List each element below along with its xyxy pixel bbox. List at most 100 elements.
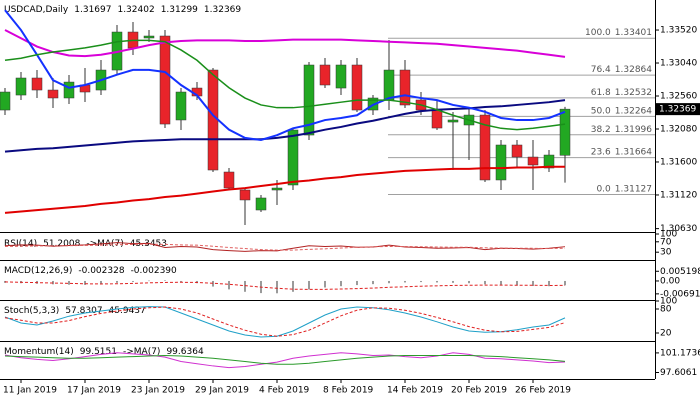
x-tick-label: 14 Feb 2019 bbox=[387, 386, 443, 396]
fib-label: 38.2 1.31996 bbox=[591, 124, 653, 134]
macd-bar bbox=[372, 280, 374, 285]
candle-body bbox=[0, 91, 11, 111]
candle-body bbox=[319, 64, 331, 86]
macd-bar bbox=[452, 280, 454, 283]
ohlc-readout: 1.31697 bbox=[74, 5, 111, 15]
macd-bar bbox=[244, 280, 246, 292]
candle-body bbox=[207, 69, 219, 171]
x-tick-label: 17 Jan 2019 bbox=[67, 386, 121, 396]
x-tick-label: 26 Feb 2019 bbox=[515, 386, 571, 396]
candle-body bbox=[287, 129, 299, 186]
candle-body bbox=[495, 144, 507, 181]
candle-body bbox=[31, 77, 43, 91]
panel-title: MACD(12,26,9) -0.002328 -0.002390 bbox=[4, 266, 177, 276]
macd-bar bbox=[484, 280, 486, 285]
ohlc-readout: 1.32402 bbox=[117, 5, 154, 15]
moving-average bbox=[4, 29, 566, 58]
fib-price: 1.31996 bbox=[615, 124, 652, 134]
macd-bar bbox=[308, 280, 310, 290]
indicator-line bbox=[4, 352, 566, 369]
macd-bar bbox=[420, 280, 422, 283]
moving-average bbox=[4, 39, 566, 131]
candle-body bbox=[511, 144, 523, 158]
candle-body bbox=[175, 91, 187, 121]
macd-bar bbox=[564, 280, 566, 286]
macd-bar bbox=[468, 280, 470, 284]
x-tick-label: 8 Feb 2019 bbox=[323, 386, 374, 396]
macd-bar bbox=[68, 280, 70, 285]
candle-body bbox=[399, 69, 411, 106]
indicator-readout: 57.8307 bbox=[65, 306, 102, 316]
indicator-line bbox=[4, 355, 566, 365]
fib-ratio: 50.0 bbox=[591, 106, 611, 116]
fib-ratio: 23.6 bbox=[591, 147, 611, 157]
candle-body bbox=[559, 108, 571, 156]
panel-title-name: RSI(14) bbox=[4, 239, 37, 249]
candle-body bbox=[527, 156, 539, 166]
fib-price: 1.31127 bbox=[615, 184, 652, 194]
current-price: 1.32369 bbox=[659, 105, 696, 115]
y-tick-label: 100 bbox=[660, 297, 677, 307]
fib-price: 1.32264 bbox=[615, 106, 652, 116]
current-price-box bbox=[655, 103, 700, 116]
y-tick-label: 1.31120 bbox=[660, 190, 697, 200]
indicator-readout: -0.002328 bbox=[78, 266, 124, 276]
fib-label: 100.0 1.33401 bbox=[585, 28, 652, 38]
y-tick-label: 0.00 bbox=[660, 276, 680, 286]
candle-body bbox=[479, 114, 491, 181]
macd-bar bbox=[340, 280, 342, 287]
panel-title: USDCAD,Daily 1.31697 1.32402 1.31299 1.32369 bbox=[4, 5, 241, 15]
candle-body bbox=[47, 89, 59, 99]
y-tick-label: 1.33040 bbox=[660, 59, 697, 69]
macd-bar bbox=[276, 280, 278, 294]
macd-bar bbox=[132, 280, 134, 282]
candle-body bbox=[159, 35, 171, 125]
macd-bar bbox=[180, 280, 182, 282]
ohlc-readout: 1.32369 bbox=[204, 5, 241, 15]
candle-body bbox=[255, 197, 267, 211]
x-tick-label: 23 Jan 2019 bbox=[131, 386, 185, 396]
candle-body bbox=[543, 154, 555, 169]
y-tick-label: 1.31600 bbox=[660, 157, 697, 167]
fib-ratio: 100.0 bbox=[585, 28, 611, 38]
macd-bar bbox=[84, 280, 86, 285]
y-tick-label: 1.32560 bbox=[660, 92, 697, 102]
x-tick-label: 11 Jan 2019 bbox=[3, 386, 57, 396]
macd-bar bbox=[164, 280, 166, 281]
fib-label: 76.4 1.32864 bbox=[591, 65, 653, 75]
ohlc-readout: 1.31299 bbox=[161, 5, 198, 15]
candle-body bbox=[351, 64, 363, 111]
candle-body bbox=[15, 77, 27, 96]
y-tick-label: 101.1736 bbox=[660, 348, 700, 358]
indicator-line bbox=[4, 306, 566, 338]
panel-title: Momentum(14) 99.5151 ->MA(7) 99.6364 bbox=[4, 347, 204, 357]
panel-title-name: Momentum(14) bbox=[4, 347, 74, 357]
fib-ratio: 76.4 bbox=[591, 65, 611, 75]
fib-ratio: 0.0 bbox=[596, 184, 611, 194]
y-tick-label: 70 bbox=[660, 237, 672, 247]
x-tick-label: 4 Feb 2019 bbox=[259, 386, 310, 396]
macd-bar bbox=[52, 280, 54, 285]
macd-signal bbox=[4, 281, 566, 290]
macd-bar bbox=[324, 280, 326, 288]
macd-bar bbox=[404, 280, 406, 283]
candle-body bbox=[239, 189, 251, 201]
x-tick-label: 20 Feb 2019 bbox=[451, 386, 507, 396]
y-tick-label: -0.006911 bbox=[660, 289, 700, 299]
moving-average bbox=[4, 9, 566, 142]
macd-bar bbox=[356, 280, 358, 286]
moving-average bbox=[4, 165, 565, 214]
fib-price: 1.32532 bbox=[615, 87, 652, 97]
macd-bar bbox=[532, 280, 534, 287]
macd-bar bbox=[548, 280, 550, 287]
fib-label: 50.0 1.32264 bbox=[591, 106, 653, 116]
candle-body bbox=[447, 119, 459, 123]
fib-price: 1.31664 bbox=[615, 147, 652, 157]
y-tick-label: 1.30630 bbox=[660, 224, 697, 234]
indicator-readout: -0.002390 bbox=[131, 266, 177, 276]
macd-bar bbox=[436, 280, 438, 283]
macd-bar bbox=[100, 280, 102, 285]
series-name: ->MA(7) bbox=[123, 347, 160, 357]
fib-label: 23.6 1.31664 bbox=[591, 147, 653, 157]
indicator-readout: 99.6364 bbox=[166, 347, 203, 357]
